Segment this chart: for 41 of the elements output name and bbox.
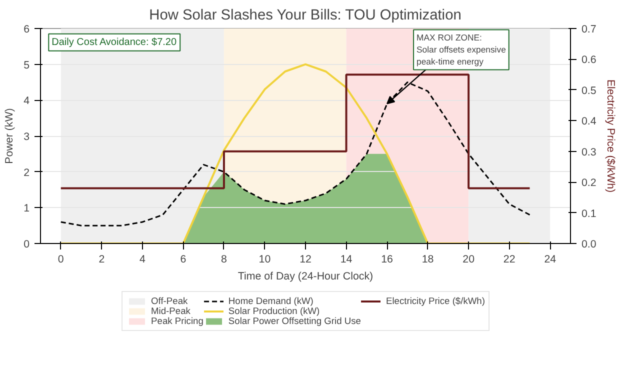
y-tick-label: 1 (24, 202, 30, 215)
y-tick-label: 0 (24, 238, 30, 250)
legend-label: Home Demand (kW) (228, 296, 314, 306)
y-tick-label: 3 (24, 131, 30, 143)
legend-label: Peak Pricing (151, 316, 204, 326)
y-axis-title: Power (kW) (4, 108, 16, 164)
x-tick-label: 8 (221, 254, 227, 266)
y2-tick-label: 0.4 (582, 116, 596, 128)
x-tick-label: 20 (462, 254, 475, 266)
legend-label: Off-Peak (151, 296, 188, 306)
y2-axis-title: Electricity Price ($/kWh) (604, 79, 616, 193)
x-tick-label: 10 (258, 254, 271, 266)
legend-label: Electricity Price ($/kWh) (386, 296, 485, 306)
annotation: MAX ROI ZONE: Solar offsets expensive peak-time energy (416, 32, 506, 67)
y2-tick-label: 0.7 (582, 24, 596, 36)
x-tick-label: 2 (98, 254, 105, 266)
legend-label: Solar Power Offsetting Grid Use (228, 316, 361, 326)
x-tick-label: 0 (58, 254, 64, 266)
legend-label: Solar Production (kW) (228, 306, 320, 316)
annotation: Daily Cost Avoidance: $7.20 (52, 36, 177, 48)
x-tick-label: 12 (300, 254, 312, 266)
legend-label: Mid-Peak (151, 306, 190, 316)
y2-tick-label: 0.5 (582, 84, 596, 97)
y-tick-label: 4 (24, 95, 30, 108)
chart-title: How Solar Slashes Your Bills: TOU Optimization (149, 8, 462, 24)
y-tick-label: 6 (24, 24, 30, 36)
x-tick-label: 22 (503, 254, 516, 266)
y2-tick-label: 0.1 (582, 208, 596, 220)
x-tick-label: 24 (544, 254, 556, 266)
x-tick-label: 16 (381, 254, 394, 266)
y2-tick-label: 0.2 (582, 177, 596, 190)
x-axis-title: Time of Day (24-Hour Clock) (238, 270, 374, 282)
x-tick-label: 4 (139, 254, 146, 266)
x-tick-label: 14 (340, 254, 352, 266)
x-tick-label: 6 (180, 254, 186, 266)
y2-tick-label: 0.6 (582, 54, 596, 66)
y2-tick-label: 0.3 (582, 146, 596, 158)
y2-tick-label: 0.0 (582, 238, 596, 250)
y-tick-label: 2 (24, 166, 30, 179)
y-tick-label: 5 (24, 59, 30, 72)
x-tick-label: 18 (422, 254, 434, 266)
